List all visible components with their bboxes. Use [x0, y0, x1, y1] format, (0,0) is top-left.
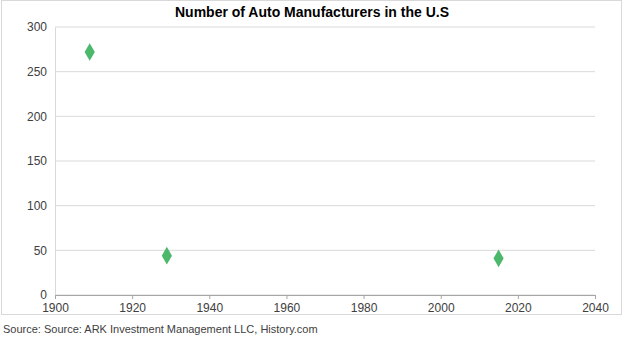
tick-mark: [518, 295, 519, 299]
tick-label: 300: [27, 20, 47, 34]
point: [85, 43, 95, 61]
tick: 50: [34, 244, 55, 258]
tick-label: 100: [27, 199, 47, 213]
y-axis: 050100150200250300: [27, 20, 56, 302]
x-axis-line: [56, 296, 596, 300]
tick-label: 1920: [119, 301, 146, 315]
chart-frame: [2, 1, 622, 315]
tick: 1980: [351, 295, 378, 315]
y-axis-line: [55, 28, 56, 296]
tick: 200: [27, 110, 55, 124]
tick: 2000: [428, 295, 455, 315]
tick: 2020: [505, 295, 532, 315]
title: Number of Auto Manufacturers in the U.S: [175, 4, 449, 20]
tick-label: 1940: [196, 301, 223, 315]
grid-line: [55, 161, 595, 162]
tick-label: 200: [27, 110, 47, 124]
grid-line: [55, 250, 595, 251]
tick: 1900: [42, 295, 69, 315]
tick-mark: [441, 295, 442, 299]
tick: 1940: [196, 295, 223, 315]
tick-label: 1960: [274, 301, 301, 315]
tick: 150: [27, 154, 55, 168]
grid-line: [55, 116, 595, 117]
tick-mark: [55, 295, 56, 299]
tick-label: 1900: [42, 301, 69, 315]
tick-mark: [364, 295, 365, 299]
tick-mark: [132, 295, 133, 299]
grid: [55, 27, 595, 295]
grid-line: [55, 71, 595, 72]
point: [493, 250, 503, 268]
tick: 250: [27, 65, 55, 79]
tick: 1960: [274, 295, 301, 315]
tick-mark: [209, 295, 210, 299]
chart: 0501001502002503001900192019401960198020…: [0, 0, 624, 340]
tick-label: 2000: [428, 301, 455, 315]
x-axis: 1900 1920 1940 1960 1980 2000 2020 2040: [42, 295, 609, 315]
tick: 300: [27, 20, 55, 34]
tick-label: 2040: [582, 301, 609, 315]
tick-label: 150: [27, 154, 47, 168]
source: Source: Source: ARK Investment Managemen…: [3, 323, 318, 335]
tick-label: 1980: [351, 301, 378, 315]
tick-label: 2020: [505, 301, 532, 315]
tick: 2040: [582, 295, 609, 315]
grid-line: [55, 205, 595, 206]
point: [162, 247, 172, 265]
points: [85, 43, 504, 267]
grid-line: [55, 27, 595, 28]
tick: 1920: [119, 295, 146, 315]
tick-label: 250: [27, 65, 47, 79]
tick-mark: [595, 295, 596, 299]
tick: 100: [27, 199, 55, 213]
tick-label: 50: [34, 244, 48, 258]
tick-mark: [286, 295, 287, 299]
